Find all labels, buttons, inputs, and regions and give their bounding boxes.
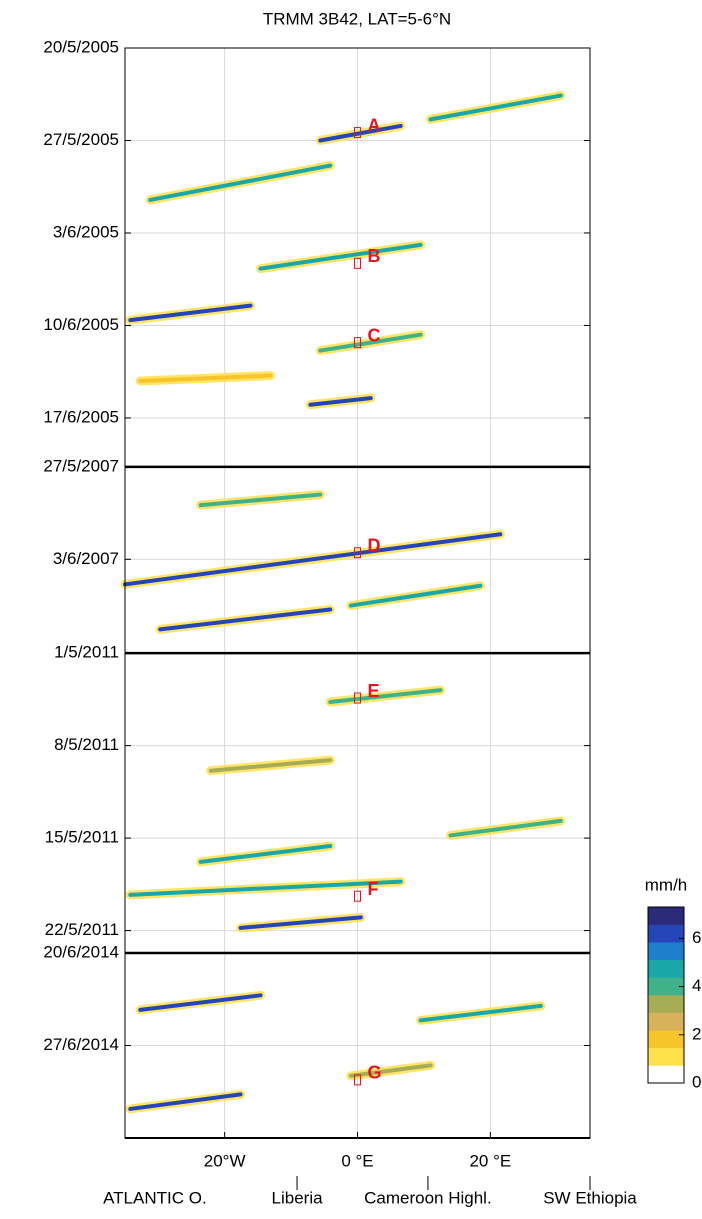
- event-marker: [354, 257, 361, 269]
- rain-streak: [138, 993, 263, 1012]
- rain-streak: [148, 163, 333, 202]
- colorbar-frame: [647, 906, 685, 1084]
- rain-streak: [128, 1092, 243, 1111]
- colorbar-band: [648, 907, 684, 925]
- colorbar-band: [648, 924, 684, 943]
- colorbar-band: [648, 1030, 684, 1049]
- event-marker: [354, 692, 361, 704]
- rain-streak: [318, 332, 423, 353]
- rain-streak: [308, 396, 373, 407]
- chart-title: TRMM 3B42, LAT=5-6°N: [263, 9, 451, 28]
- rain-streak: [123, 532, 503, 587]
- rain-streak: [238, 915, 363, 930]
- region-label: Cameroon Highl.: [364, 1188, 492, 1207]
- y-tick-label: 8/5/2011: [54, 735, 119, 754]
- colorbar-band: [648, 1012, 684, 1031]
- region-label: Liberia: [272, 1188, 324, 1207]
- colorbar-band: [648, 1065, 684, 1084]
- rain-streak: [158, 607, 333, 632]
- y-tick-label: 27/5/2005: [43, 130, 119, 149]
- y-tick-label: 20/6/2014: [43, 943, 119, 962]
- event-label: B: [368, 246, 381, 266]
- colorbar-band: [648, 977, 684, 996]
- event-label: A: [368, 115, 381, 135]
- colorbar-label: mm/h: [645, 875, 688, 894]
- colorbar-band: [648, 995, 684, 1013]
- x-tick-label: 0 °E: [341, 1151, 373, 1170]
- colorbar-tick-label: 6: [692, 928, 701, 947]
- event-label: D: [368, 535, 381, 555]
- colorbar-tick-label: 2: [692, 1024, 701, 1043]
- rain-streak: [198, 844, 333, 864]
- y-tick-label: 17/6/2005: [43, 407, 119, 426]
- y-tick-label: 22/5/2011: [45, 920, 119, 939]
- rain-streak: [208, 758, 333, 773]
- x-tick-label: 20 °E: [469, 1151, 511, 1170]
- rain-streak: [138, 373, 273, 383]
- event-marker: [354, 547, 361, 559]
- event-label: E: [368, 681, 380, 701]
- y-tick-label: 3/6/2005: [53, 222, 119, 241]
- colorbar-band: [648, 959, 684, 978]
- event-marker: [354, 337, 361, 349]
- colorbar-band: [648, 942, 684, 961]
- y-tick-label: 1/5/2011: [54, 643, 119, 662]
- y-tick-label: 27/5/2007: [43, 456, 119, 475]
- colorbar-tick-label: 0: [692, 1072, 701, 1091]
- event-label: C: [368, 325, 381, 345]
- event-marker: [354, 890, 361, 902]
- rain-streak: [418, 1003, 543, 1023]
- region-label: SW Ethiopia: [543, 1188, 637, 1207]
- colorbar-band: [648, 1047, 684, 1066]
- rain-streak: [428, 93, 563, 122]
- rain-streak: [448, 818, 563, 838]
- y-tick-label: 20/5/2005: [43, 37, 119, 56]
- rain-streak: [128, 303, 253, 323]
- x-tick-label: 20°W: [204, 1151, 246, 1170]
- rain-streak: [128, 879, 403, 897]
- rain-streak: [348, 583, 483, 608]
- y-tick-label: 10/6/2005: [43, 315, 119, 334]
- rain-streak: [258, 242, 423, 271]
- rain-streak: [348, 1063, 433, 1078]
- event-label: G: [368, 1063, 382, 1083]
- y-tick-label: 3/6/2007: [53, 549, 119, 568]
- event-marker: [354, 1074, 361, 1086]
- colorbar-tick-label: 4: [692, 976, 701, 995]
- event-marker: [354, 127, 361, 139]
- y-tick-label: 27/6/2014: [43, 1035, 119, 1054]
- y-tick-label: 15/5/2011: [45, 828, 119, 847]
- rain-streak: [328, 688, 443, 704]
- region-label: ATLANTIC O.: [103, 1188, 207, 1207]
- event-label: F: [368, 879, 379, 899]
- rain-streak: [198, 492, 323, 508]
